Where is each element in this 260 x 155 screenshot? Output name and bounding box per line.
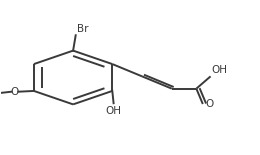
- Text: O: O: [205, 99, 213, 109]
- Text: Br: Br: [77, 24, 88, 35]
- Text: OH: OH: [106, 106, 122, 116]
- Text: OH: OH: [212, 65, 228, 75]
- Text: O: O: [10, 87, 19, 97]
